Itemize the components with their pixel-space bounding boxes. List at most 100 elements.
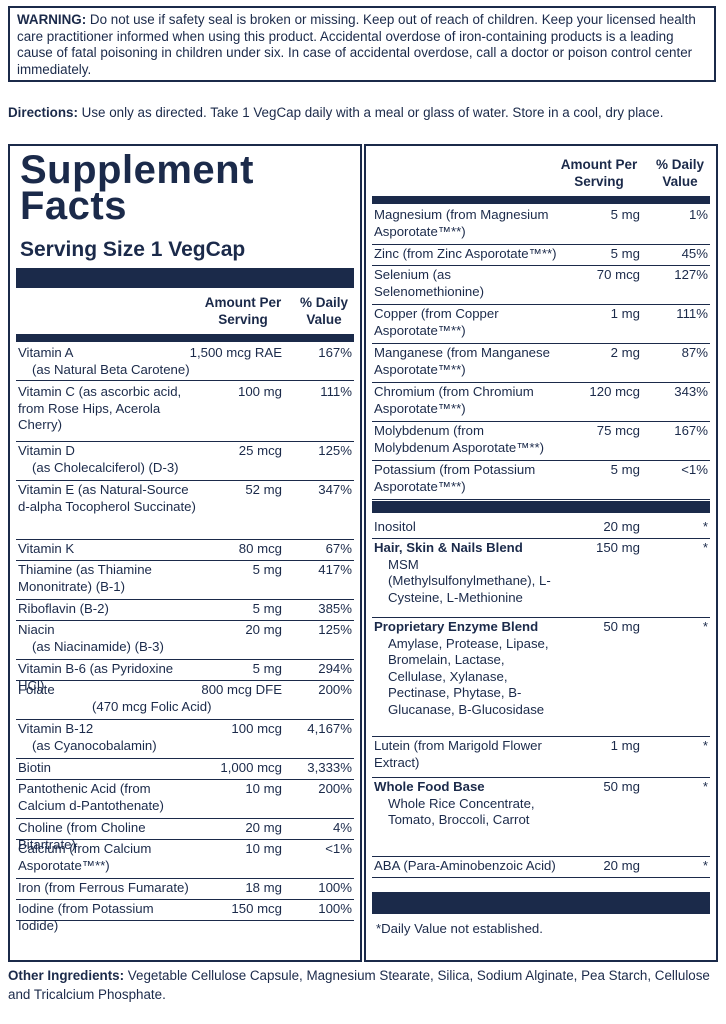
nutrient-name: Thiamine (as Thiamine Mononitrate) (B-1) <box>18 562 196 595</box>
nutrient-name: Vitamin C (as ascorbic acid, from Rose H… <box>18 384 196 434</box>
nutrient-source: (470 mcg Folic Acid) <box>92 699 212 714</box>
nutrient-source: (as Niacinamide) (B-3) <box>32 638 164 654</box>
nutrient-daily-value: 343% <box>674 384 708 399</box>
directions: Directions: Use only as directed. Take 1… <box>8 104 720 121</box>
nutrient-name: Niacin (as Niacinamide) (B-3) <box>18 622 196 655</box>
nutrient-daily-value: 100% <box>318 880 352 895</box>
nutrient-row: Vitamin D (as Cholecalciferol) (D-3) 25 mc… <box>16 442 354 481</box>
nutrient-amount: 18 mg <box>245 880 282 895</box>
supplement-facts-panel-left: Supplement Facts Serving Size 1 VegCap A… <box>8 144 362 962</box>
nutrient-daily-value: * <box>702 619 708 634</box>
nutrient-row: Inositol 20 mg * <box>372 518 710 539</box>
nutrient-row: Copper (from Copper Asporotate™**) 1 mg 11… <box>372 305 710 344</box>
nutrient-name-text: Manganese (from Manganese Asporotate™**) <box>374 345 550 377</box>
nutrient-name-text: ABA (Para-Aminobenzoic Acid) <box>374 858 556 873</box>
nutrient-row: Selenium (as Selenomethionine) 70 mcg 127% <box>372 266 710 305</box>
other-ingredients: Other Ingredients: Vegetable Cellulose C… <box>8 966 720 1004</box>
nutrient-row: Choline (from Choline Bitartrate) 20 mg 4% <box>16 819 354 852</box>
facts-title: Supplement Facts <box>20 150 254 228</box>
nutrient-amount: 100 mg <box>238 384 282 399</box>
nutrient-amount: 5 mg <box>252 601 282 616</box>
nutrient-source: (as Cyanocobalamin) <box>32 737 157 753</box>
nutrient-name: Pantothenic Acid (from Calcium d-Pantoth… <box>18 781 196 814</box>
nutrient-row: Proprietary Enzyme Blend Amylase, Proteas… <box>372 618 710 737</box>
nutrient-daily-value: 417% <box>318 562 352 577</box>
nutrient-source: Whole Rice Concentrate, Tomato, Broccoli… <box>388 795 535 828</box>
nutrient-amount: 10 mg <box>245 781 282 796</box>
header-daily-value: % Daily Value <box>655 157 705 189</box>
nutrient-amount: 150 mcg <box>231 901 282 916</box>
nutrient-name-text: Iodine (from Potassium Iodide) <box>18 901 154 933</box>
header-amount: Amount Per Serving <box>204 295 282 327</box>
supplement-facts-panel-right: Amount Per Serving % Daily Value Magnesi… <box>364 144 718 962</box>
nutrient-name-text: Vitamin E (as Natural-Source d-alpha Toc… <box>18 482 196 514</box>
nutrient-daily-value: 87% <box>681 345 708 360</box>
nutrient-row: Vitamin C (as ascorbic acid, from Rose H… <box>16 383 354 442</box>
nutrient-daily-value: 3,333% <box>307 760 352 775</box>
nutrient-name-text: Iron (from Ferrous Fumarate) <box>18 880 189 895</box>
nutrient-name: Magnesium (from Magnesium Asporotate™**) <box>374 207 560 240</box>
footnote: *Daily Value not established. <box>376 921 543 936</box>
nutrient-daily-value: <1% <box>325 841 352 856</box>
nutrient-amount: 25 mcg <box>238 443 282 458</box>
nutrient-amount: 10 mg <box>245 841 282 856</box>
nutrient-amount: 1,500 mcg RAE <box>189 345 282 360</box>
nutrient-name-text: Biotin <box>18 760 51 775</box>
nutrient-daily-value: 4,167% <box>307 721 352 736</box>
nutrient-amount: 5 mg <box>252 562 282 577</box>
nutrient-amount: 70 mcg <box>596 267 640 282</box>
nutrient-amount: 1 mg <box>610 738 640 753</box>
nutrient-row: Manganese (from Manganese Asporotate™**)… <box>372 344 710 383</box>
nutrient-amount: 80 mcg <box>238 541 282 556</box>
nutrient-row: Iron (from Ferrous Fumarate) 18 mg 100% <box>16 879 354 900</box>
warning-label: WARNING: <box>17 12 87 27</box>
nutrient-name: Copper (from Copper Asporotate™**) <box>374 306 560 339</box>
nutrient-daily-value: * <box>702 540 708 555</box>
nutrient-daily-value: * <box>702 779 708 794</box>
nutrient-name-text: Thiamine (as Thiamine Mononitrate) (B-1) <box>18 562 152 594</box>
nutrient-name-text: Whole Food Base <box>374 779 485 794</box>
nutrient-name: Vitamin B-6 (as Pyridoxine HCl) <box>18 661 196 694</box>
header-divider <box>16 334 354 342</box>
header-daily-value: % Daily Value <box>299 295 349 327</box>
nutrient-name-text: Vitamin K <box>18 541 75 556</box>
nutrient-amount: 5 mg <box>610 462 640 477</box>
nutrient-row: Iodine (from Potassium Iodide) 150 mcg 100… <box>16 900 354 933</box>
nutrient-amount: 1,000 mcg <box>220 760 282 775</box>
nutrient-daily-value: * <box>702 858 708 873</box>
nutrient-name-text: Vitamin C (as ascorbic acid, from Rose H… <box>18 384 182 432</box>
nutrient-name: Vitamin B-12 (as Cyanocobalamin) <box>18 721 196 754</box>
section-divider <box>372 501 710 513</box>
nutrient-daily-value: 4% <box>332 820 352 835</box>
nutrient-row: Hair, Skin & Nails Blend MSM (Methylsulfo… <box>372 539 710 618</box>
nutrient-name-text: Choline (from Choline Bitartrate) <box>18 820 146 852</box>
nutrient-name: Manganese (from Manganese Asporotate™**) <box>374 345 560 378</box>
nutrient-amount: 5 mg <box>252 661 282 676</box>
nutrient-name-text: Pantothenic Acid (from Calcium d-Pantoth… <box>18 781 164 813</box>
nutrient-amount: 20 mg <box>603 519 640 534</box>
directions-label: Directions: <box>8 105 78 120</box>
nutrient-name: Potassium (from Potassium Asporotate™**) <box>374 462 560 495</box>
nutrient-row: Thiamine (as Thiamine Mononitrate) (B-1)… <box>16 561 354 600</box>
thick-divider <box>16 268 354 288</box>
nutrient-source: (as Cholecalciferol) (D-3) <box>32 459 179 475</box>
nutrient-name: Folate (470 mcg Folic Acid) <box>18 682 211 714</box>
nutrient-name-text: Vitamin A <box>18 345 74 360</box>
nutrient-name-text: Vitamin B-6 (as Pyridoxine HCl) <box>18 661 174 693</box>
nutrient-row: Vitamin E (as Natural-Source d-alpha Toc… <box>16 481 354 540</box>
warning-box: WARNING: Do not use if safety seal is br… <box>8 6 716 82</box>
nutrient-source: (as Natural Beta Carotene) <box>32 361 190 377</box>
nutrient-row: Lutein (from Marigold Flower Extract) 1 m… <box>372 737 710 778</box>
nutrient-row: Vitamin B-12 (as Cyanocobalamin) 100 mcg 4,… <box>16 720 354 759</box>
nutrient-daily-value: 45% <box>681 246 708 261</box>
facts-title-line2: Facts <box>20 184 127 228</box>
nutrient-name: Vitamin K <box>18 541 196 558</box>
nutrient-name-text: Vitamin B-12 <box>18 721 94 736</box>
nutrient-name-text: Niacin <box>18 622 55 637</box>
nutrient-source: MSM (Methylsulfonylmethane), L-Cysteine,… <box>388 556 551 605</box>
nutrient-name: Selenium (as Selenomethionine) <box>374 267 560 300</box>
nutrient-amount: 800 mcg DFE <box>201 682 282 697</box>
nutrient-daily-value: 100% <box>318 901 352 916</box>
serving-size: Serving Size 1 VegCap <box>20 238 246 261</box>
nutrient-name-text: Potassium (from Potassium Asporotate™**) <box>374 462 536 494</box>
